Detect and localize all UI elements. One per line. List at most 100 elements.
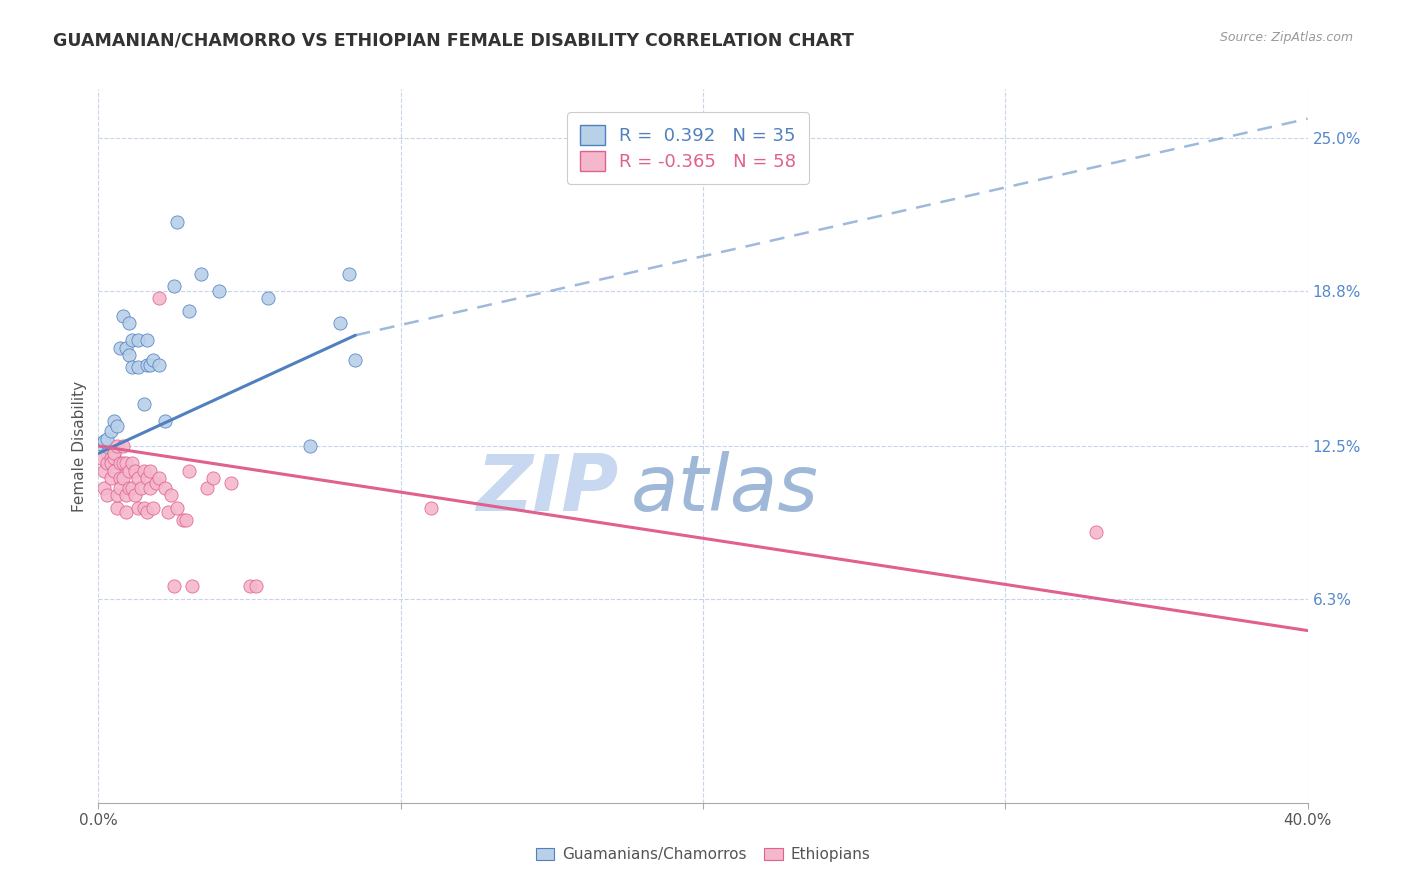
Point — [127, 360, 149, 375]
Point — [132, 500, 155, 515]
Point — [329, 316, 352, 330]
Point — [135, 358, 157, 372]
Point — [344, 352, 367, 367]
Point — [121, 456, 143, 470]
Point — [96, 488, 118, 502]
Point — [111, 309, 134, 323]
Point — [135, 505, 157, 519]
Point — [118, 316, 141, 330]
Point — [256, 291, 278, 305]
Point — [153, 481, 176, 495]
Point — [103, 446, 125, 460]
Point — [108, 471, 131, 485]
Point — [124, 464, 146, 478]
Point — [172, 513, 194, 527]
Point — [129, 481, 152, 495]
Point — [100, 424, 122, 438]
Point — [108, 456, 131, 470]
Point — [111, 439, 134, 453]
Point — [163, 579, 186, 593]
Point — [142, 352, 165, 367]
Point — [148, 358, 170, 372]
Point — [103, 451, 125, 466]
Point — [127, 333, 149, 347]
Point — [148, 471, 170, 485]
Point — [190, 267, 212, 281]
Point — [103, 414, 125, 428]
Point — [100, 451, 122, 466]
Point — [145, 475, 167, 490]
Point — [160, 488, 183, 502]
Point — [105, 500, 128, 515]
Point — [166, 215, 188, 229]
Point — [90, 451, 112, 466]
Point — [153, 414, 176, 428]
Point — [239, 579, 262, 593]
Point — [90, 436, 112, 450]
Point — [127, 471, 149, 485]
Point — [93, 464, 115, 478]
Point — [118, 348, 141, 362]
Point — [142, 500, 165, 515]
Point — [105, 419, 128, 434]
Point — [93, 481, 115, 495]
Point — [96, 446, 118, 460]
Point — [221, 475, 243, 490]
Legend: Guamanians/Chamorros, Ethiopians: Guamanians/Chamorros, Ethiopians — [530, 841, 876, 868]
Point — [127, 500, 149, 515]
Point — [121, 360, 143, 375]
Point — [121, 333, 143, 347]
Point — [114, 341, 136, 355]
Point — [96, 456, 118, 470]
Y-axis label: Female Disability: Female Disability — [72, 380, 87, 512]
Point — [100, 471, 122, 485]
Text: GUAMANIAN/CHAMORRO VS ETHIOPIAN FEMALE DISABILITY CORRELATION CHART: GUAMANIAN/CHAMORRO VS ETHIOPIAN FEMALE D… — [53, 31, 855, 49]
Point — [299, 439, 322, 453]
Point — [114, 456, 136, 470]
Point — [420, 500, 443, 515]
Point — [166, 500, 188, 515]
Point — [114, 488, 136, 502]
Point — [103, 464, 125, 478]
Point — [174, 513, 197, 527]
Point — [1085, 525, 1108, 540]
Text: atlas: atlas — [630, 450, 818, 527]
Point — [156, 505, 179, 519]
Point — [111, 456, 134, 470]
Point — [100, 456, 122, 470]
Point — [139, 464, 162, 478]
Point — [245, 579, 267, 593]
Point — [195, 481, 218, 495]
Point — [118, 481, 141, 495]
Point — [139, 481, 162, 495]
Point — [93, 434, 115, 448]
Text: Source: ZipAtlas.com: Source: ZipAtlas.com — [1219, 31, 1353, 45]
Text: ZIP: ZIP — [477, 450, 619, 527]
Point — [124, 488, 146, 502]
Point — [135, 333, 157, 347]
Point — [139, 358, 162, 372]
Point — [202, 471, 225, 485]
Point — [132, 397, 155, 411]
Point — [148, 291, 170, 305]
Point — [111, 471, 134, 485]
Point — [105, 488, 128, 502]
Legend: R =  0.392   N = 35, R = -0.365   N = 58: R = 0.392 N = 35, R = -0.365 N = 58 — [567, 112, 808, 184]
Point — [181, 579, 204, 593]
Point — [132, 464, 155, 478]
Point — [100, 456, 122, 470]
Point — [105, 439, 128, 453]
Point — [96, 432, 118, 446]
Point — [121, 481, 143, 495]
Point — [135, 471, 157, 485]
Point — [179, 303, 201, 318]
Point — [114, 505, 136, 519]
Point — [337, 267, 360, 281]
Point — [103, 446, 125, 460]
Point — [208, 284, 231, 298]
Point — [118, 464, 141, 478]
Point — [179, 464, 201, 478]
Point — [108, 341, 131, 355]
Point — [108, 481, 131, 495]
Point — [163, 279, 186, 293]
